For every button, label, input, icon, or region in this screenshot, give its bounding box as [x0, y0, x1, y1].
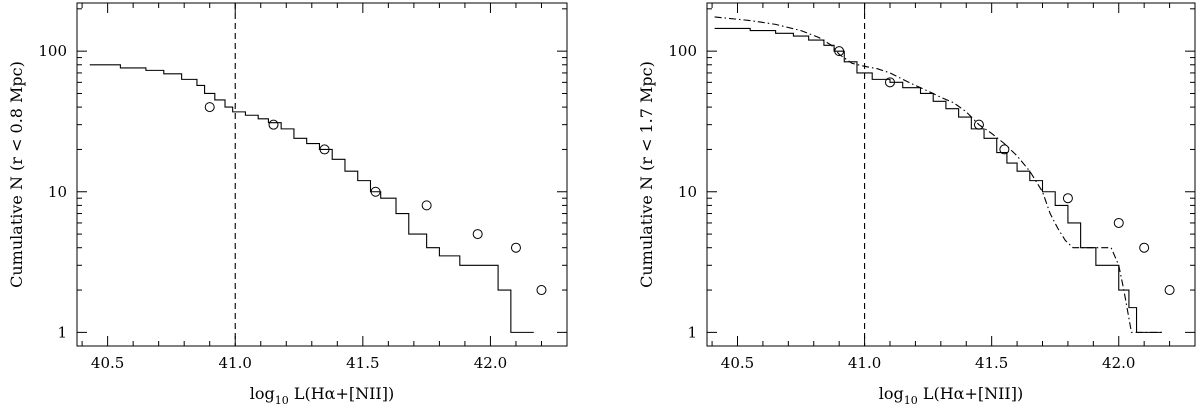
y-tick-label: 100	[668, 42, 697, 60]
series-dashdot-curve	[714, 16, 1162, 333]
data-point-circle	[885, 77, 895, 88]
data-point-circle	[510, 242, 521, 253]
data-point-circle	[370, 186, 381, 197]
data-point-circle	[1164, 285, 1175, 296]
y-tick-label: 10	[48, 183, 67, 201]
x-tick-label: 42.0	[1102, 354, 1135, 372]
data-point-circle	[319, 144, 330, 155]
x-tick-label: 41.5	[346, 354, 379, 372]
y-tick-label: 10	[678, 183, 697, 201]
data-point-circle	[472, 229, 483, 240]
plot-frame	[76, 2, 568, 347]
data-point-circle	[973, 119, 984, 130]
data-point-circle	[1139, 242, 1150, 253]
x-axis-label: log10 L(Hα+[NII])	[250, 384, 394, 405]
y-tick-label: 100	[38, 42, 67, 60]
x-tick-label: 40.5	[91, 354, 124, 372]
data-point-circle	[1113, 217, 1124, 228]
x-tick-label: 42.0	[474, 354, 507, 372]
x-tick-label: 40.5	[721, 354, 754, 372]
series-step-histogram	[714, 27, 1162, 333]
data-point-circle	[204, 102, 215, 113]
x-tick-label: 41.0	[219, 354, 252, 372]
y-tick-label: 1	[687, 323, 697, 341]
y-tick-label: 1	[57, 323, 67, 341]
y-axis-label: Cumulative N (r < 1.7 Mpc)	[637, 61, 656, 288]
panel-left: 40.5 41.0 41.5 42.0 1 10 100 log10 L(Hα+[NII]) C…	[7, 2, 568, 405]
data-point-circle	[999, 144, 1010, 155]
data-point-circle	[834, 46, 845, 57]
data-point-circle	[1062, 193, 1073, 204]
data-point-circle	[421, 200, 432, 211]
series-step-histogram	[89, 64, 534, 333]
plot-frame	[706, 2, 1196, 347]
y-axis-label: Cumulative N (r < 0.8 Mpc)	[7, 61, 26, 288]
panel-right: 40.5 41.0 41.5 42.0 1 10 100 log10 L(Hα+[NII]) C…	[637, 2, 1196, 405]
x-tick-label: 41.0	[848, 354, 881, 372]
x-tick-label: 41.5	[975, 354, 1008, 372]
data-point-circle	[536, 285, 547, 296]
data-point-circle	[268, 119, 279, 130]
x-axis-label: log10 L(Hα+[NII])	[879, 384, 1023, 405]
